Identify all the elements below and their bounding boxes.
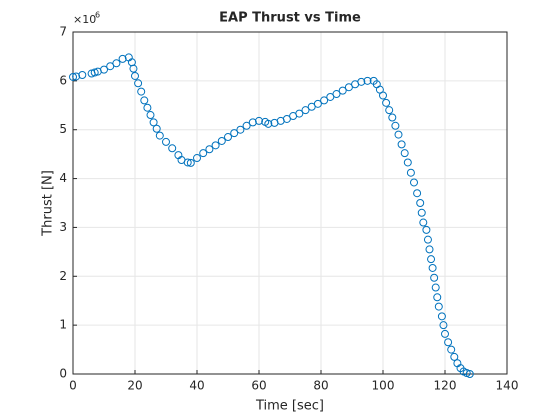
marker: [69, 72, 77, 81]
marker: [211, 141, 220, 150]
marker: [379, 91, 387, 100]
marker: [100, 65, 108, 74]
y-scale-base: ×10: [73, 13, 96, 26]
marker: [434, 302, 443, 311]
x-axis-label: Time [sec]: [255, 399, 324, 414]
marker: [382, 98, 391, 107]
chart-title: EAP Thrust vs Time: [219, 11, 361, 26]
marker: [394, 130, 403, 139]
marker: [183, 158, 192, 167]
marker: [363, 76, 372, 85]
marker: [313, 99, 322, 108]
x-tick-label: 100: [372, 379, 395, 393]
marker: [416, 199, 425, 207]
marker: [450, 352, 459, 361]
marker: [186, 158, 195, 167]
x-tick-label: 40: [189, 379, 204, 393]
marker: [146, 111, 155, 120]
marker: [338, 86, 347, 95]
marker: [437, 312, 446, 321]
marker: [465, 370, 474, 378]
marker: [112, 59, 121, 68]
marker: [140, 96, 149, 105]
marker: [431, 283, 440, 292]
marker: [205, 145, 214, 154]
axes-box: [72, 31, 508, 375]
y-tick-label: 6: [59, 73, 67, 87]
marker: [406, 168, 415, 177]
marker: [425, 245, 434, 254]
marker: [422, 225, 431, 234]
marker: [129, 64, 138, 73]
marker: [143, 103, 152, 112]
marker: [447, 345, 456, 354]
marker: [152, 124, 161, 133]
marker: [320, 96, 329, 105]
marker: [357, 77, 366, 86]
marker: [78, 70, 87, 79]
marker: [332, 90, 341, 99]
marker: [427, 255, 436, 264]
marker: [413, 189, 422, 198]
x-tick-label: 140: [496, 379, 519, 393]
marker: [217, 136, 226, 145]
marker: [441, 329, 449, 338]
marker: [397, 140, 406, 149]
marker: [224, 133, 232, 142]
y-tick-label: 3: [59, 220, 67, 234]
marker: [428, 263, 437, 272]
x-tick-label: 80: [313, 379, 328, 393]
marker: [230, 129, 239, 138]
marker: [295, 109, 304, 118]
y-tick-label: 2: [59, 269, 67, 283]
marker: [419, 218, 428, 227]
marker: [391, 121, 400, 130]
y-tick-label: 4: [59, 171, 67, 185]
y-tick-label: 7: [59, 25, 67, 39]
marker: [255, 116, 263, 125]
marker: [131, 71, 139, 80]
marker: [403, 158, 412, 167]
marker: [72, 72, 81, 81]
marker: [137, 87, 146, 96]
y-scale-power: 6: [95, 11, 100, 20]
x-tick-label: 60: [251, 379, 266, 393]
x-tick-label: 120: [434, 379, 457, 393]
marker: [168, 144, 177, 153]
marker: [242, 121, 251, 130]
marker: [385, 106, 394, 115]
marker: [301, 106, 310, 115]
y-tick-label: 1: [59, 318, 67, 332]
marker: [236, 125, 245, 134]
marker: [118, 54, 127, 63]
marker: [400, 149, 409, 158]
x-tick-label: 0: [69, 379, 77, 393]
marker: [155, 131, 164, 140]
y-axis-label: Thrust [N]: [41, 170, 56, 237]
marker: [388, 113, 397, 122]
marker: [199, 149, 208, 158]
marker: [430, 273, 439, 282]
marker: [423, 235, 432, 244]
marker: [439, 321, 448, 330]
marker: [193, 154, 201, 163]
y-tick-label: 5: [59, 122, 67, 136]
marker: [248, 118, 257, 127]
marker: [433, 293, 442, 302]
marker: [410, 178, 418, 187]
marker: [162, 137, 170, 146]
y-tick-label: 0: [59, 367, 67, 381]
marker: [149, 118, 158, 127]
marker: [264, 119, 273, 128]
marker: [417, 208, 426, 217]
marker: [444, 338, 453, 347]
marker: [134, 79, 143, 88]
x-tick-label: 20: [127, 379, 142, 393]
